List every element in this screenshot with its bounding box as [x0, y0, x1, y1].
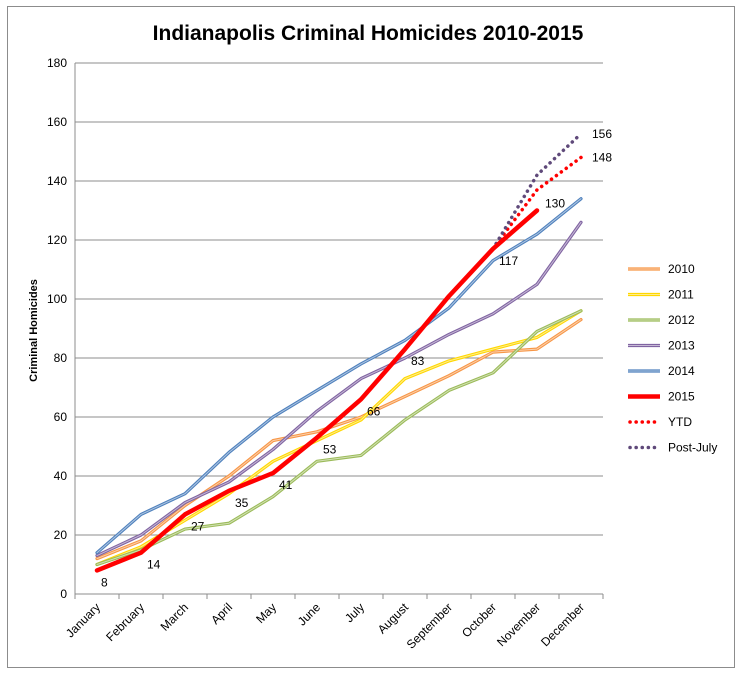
y-tick-label: 160	[47, 115, 67, 129]
x-tick-label: January	[63, 600, 103, 640]
legend-label-post-july: Post-July	[668, 441, 717, 455]
data-label: 148	[592, 150, 612, 164]
data-label: 8	[101, 575, 108, 589]
legend-label-2013: 2013	[668, 339, 695, 353]
y-axis-label: Criminal Homicides	[28, 279, 40, 382]
legend-label-ytd: YTD	[668, 415, 692, 429]
y-tick-label: 20	[54, 528, 68, 542]
data-label: 130	[545, 197, 565, 211]
y-tick-label: 120	[47, 233, 67, 247]
x-tick-label: December	[538, 600, 587, 649]
data-label: 53	[323, 443, 337, 457]
data-label: 35	[235, 496, 249, 510]
data-label: 41	[279, 478, 293, 492]
series-line-2013	[95, 220, 583, 558]
data-label: 83	[411, 354, 425, 368]
series-line-2015	[94, 208, 540, 573]
legend-label-2015: 2015	[668, 390, 695, 404]
legend-label-2014: 2014	[668, 364, 695, 378]
series-line-highlight-2010	[96, 319, 582, 560]
data-label: 66	[367, 404, 381, 418]
series-line-highlight-2014	[96, 198, 582, 554]
x-tick-label: August	[375, 600, 412, 637]
data-label: 14	[147, 558, 161, 572]
series-line-highlight-2013	[96, 221, 582, 557]
x-tick-label: June	[295, 600, 324, 629]
data-label: 156	[592, 127, 612, 141]
series-line-post-july	[491, 132, 583, 251]
legend-label-2012: 2012	[668, 313, 695, 327]
x-tick-label: February	[103, 600, 147, 644]
x-tick-label: September	[404, 600, 455, 651]
y-tick-label: 180	[47, 56, 67, 70]
series-line-highlight-2012	[96, 310, 582, 565]
chart-title: Indianapolis Criminal Homicides 2010-201…	[153, 22, 584, 45]
x-tick-label: July	[342, 600, 367, 625]
x-tick-label: March	[158, 600, 191, 633]
series-line-2010	[95, 318, 583, 561]
data-label: 27	[191, 519, 205, 533]
series-line-ytd	[491, 155, 583, 251]
x-tick-label: April	[208, 600, 235, 627]
y-tick-label: 40	[54, 469, 68, 483]
legend-label-2011: 2011	[668, 288, 694, 302]
y-tick-label: 100	[47, 292, 67, 306]
x-tick-label: November	[494, 600, 543, 649]
legend-label-2010: 2010	[668, 262, 695, 276]
y-tick-label: 140	[47, 174, 67, 188]
y-tick-label: 80	[54, 351, 68, 365]
x-tick-label: May	[253, 600, 279, 626]
y-tick-label: 0	[60, 587, 67, 601]
data-label: 117	[499, 254, 518, 268]
x-tick-label: October	[459, 600, 499, 640]
y-tick-label: 60	[54, 410, 68, 424]
series-line-highlight-2011	[96, 310, 582, 565]
